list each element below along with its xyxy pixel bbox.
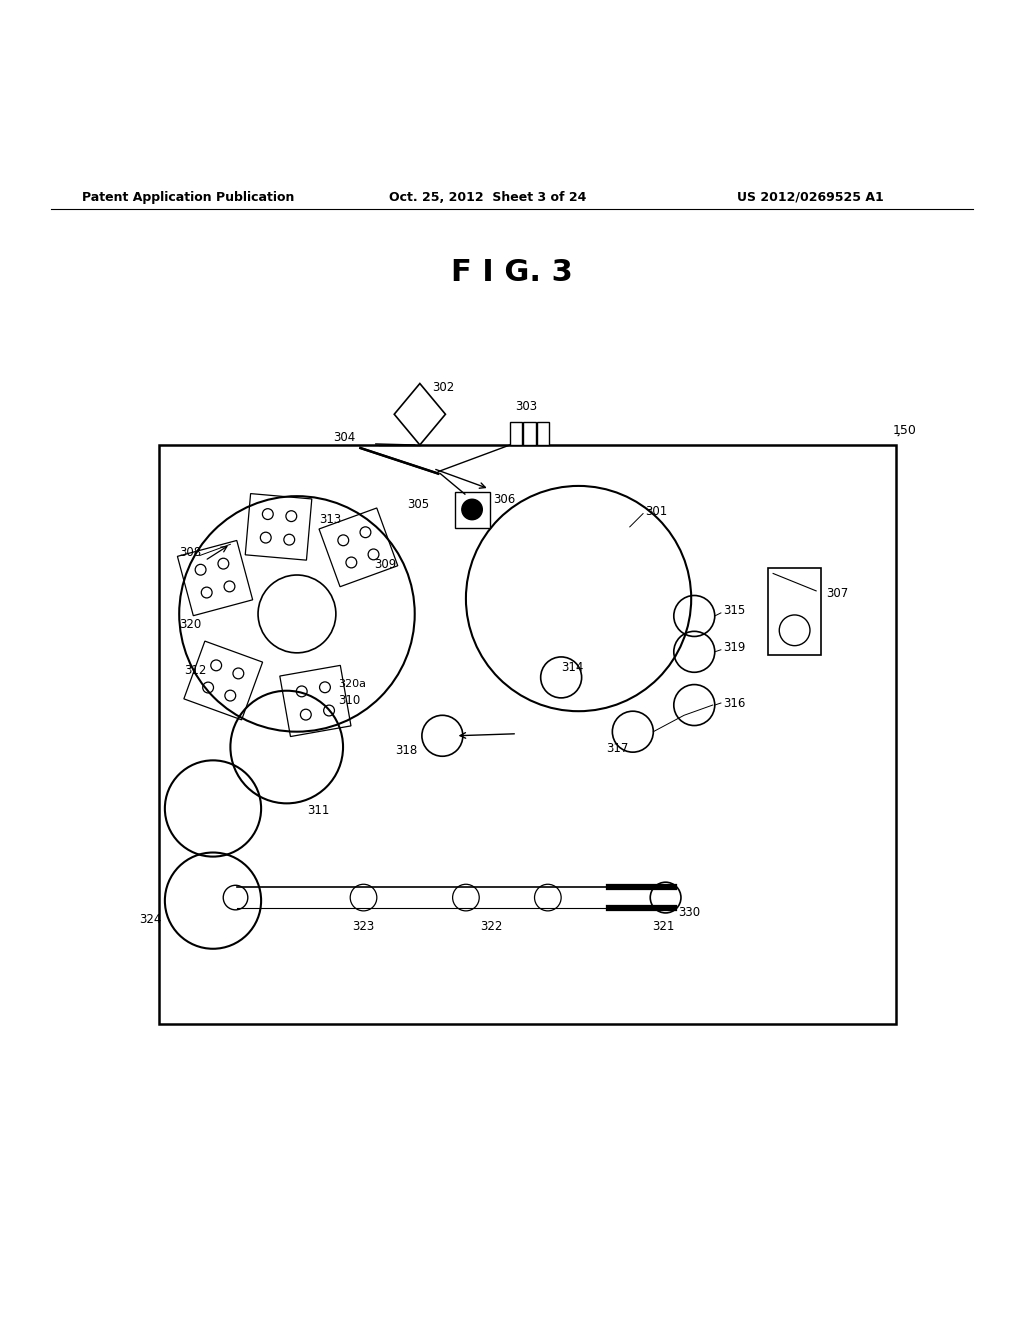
Text: 306: 306 bbox=[494, 492, 516, 506]
Text: 311: 311 bbox=[307, 804, 330, 817]
Text: 313: 313 bbox=[319, 513, 342, 527]
Text: 320a: 320a bbox=[338, 678, 366, 689]
Text: 324: 324 bbox=[139, 912, 162, 925]
Text: 304: 304 bbox=[333, 432, 355, 445]
Text: 323: 323 bbox=[352, 920, 375, 933]
Bar bbox=[510, 422, 522, 445]
Text: 309: 309 bbox=[374, 558, 396, 572]
Text: 315: 315 bbox=[723, 605, 745, 618]
Text: 319: 319 bbox=[723, 642, 745, 655]
Text: 317: 317 bbox=[606, 742, 629, 755]
Text: 310: 310 bbox=[338, 694, 360, 708]
Bar bbox=[523, 422, 536, 445]
Text: 322: 322 bbox=[480, 920, 503, 933]
Text: 316: 316 bbox=[723, 697, 745, 710]
Bar bbox=[537, 422, 549, 445]
Bar bbox=[159, 445, 896, 1023]
Text: 308: 308 bbox=[179, 546, 202, 558]
Text: 318: 318 bbox=[395, 743, 418, 756]
Text: 320: 320 bbox=[179, 618, 202, 631]
Text: 305: 305 bbox=[408, 498, 430, 511]
Text: 301: 301 bbox=[645, 506, 668, 517]
Text: Oct. 25, 2012  Sheet 3 of 24: Oct. 25, 2012 Sheet 3 of 24 bbox=[389, 190, 587, 203]
Bar bbox=[768, 569, 821, 656]
Text: 303: 303 bbox=[515, 400, 538, 413]
Bar bbox=[455, 492, 490, 528]
Text: F I G. 3: F I G. 3 bbox=[452, 259, 572, 288]
Text: 312: 312 bbox=[184, 664, 207, 677]
Text: 314: 314 bbox=[561, 661, 584, 673]
Text: US 2012/0269525 A1: US 2012/0269525 A1 bbox=[737, 190, 884, 203]
Text: 330: 330 bbox=[678, 907, 700, 920]
Text: 321: 321 bbox=[652, 920, 675, 933]
Text: 302: 302 bbox=[432, 381, 455, 395]
Text: 150: 150 bbox=[893, 424, 916, 437]
Circle shape bbox=[462, 499, 482, 520]
Text: Patent Application Publication: Patent Application Publication bbox=[82, 190, 294, 203]
Text: 307: 307 bbox=[826, 587, 849, 599]
